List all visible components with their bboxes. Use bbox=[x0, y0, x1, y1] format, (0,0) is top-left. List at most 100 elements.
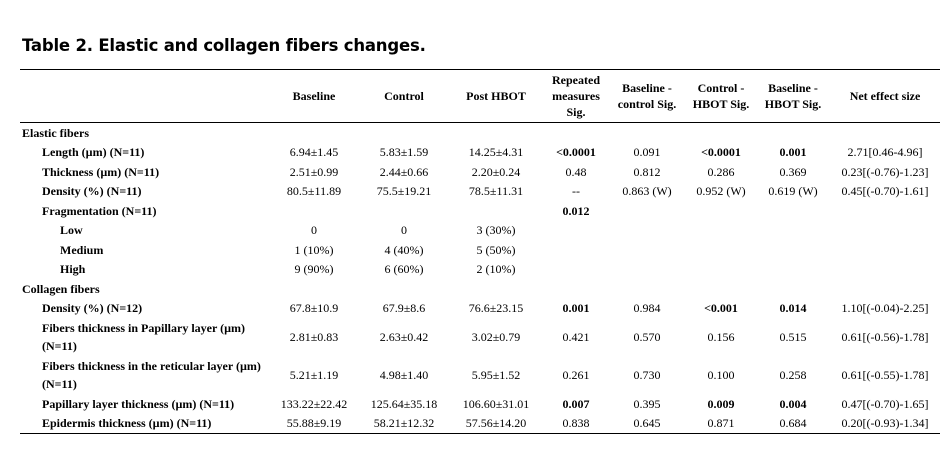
cell: 76.6±23.15 bbox=[468, 301, 524, 316]
cell: 0.014 bbox=[779, 301, 807, 316]
cell: 0.984 bbox=[633, 301, 661, 316]
cell bbox=[830, 201, 940, 221]
cell: -- bbox=[572, 184, 580, 199]
table-row: High 9 (90%) 6 (60%) 2 (10%) bbox=[20, 260, 940, 280]
cell bbox=[608, 201, 686, 221]
cell: 0.838 bbox=[562, 416, 590, 431]
cell: 55.88±9.19 bbox=[286, 416, 342, 431]
header-net-effect: Net effect size bbox=[849, 89, 921, 103]
cell: 0.012 bbox=[562, 203, 590, 218]
cell: 5.21±1.19 bbox=[289, 368, 339, 382]
cell: 2.20±0.24 bbox=[471, 164, 521, 179]
cell: 0.61[(-0.55)-1.78] bbox=[841, 368, 929, 382]
cell: 0.47[(-0.70)-1.65] bbox=[841, 396, 929, 411]
table-row: Epidermis thickness (µm) (N=11) 55.88±9.… bbox=[20, 414, 940, 434]
cell: 0.100 bbox=[707, 368, 735, 382]
cell: 0.001 bbox=[779, 145, 807, 160]
cell: 9 (90%) bbox=[294, 262, 334, 277]
cell bbox=[360, 201, 448, 221]
header-repeated-measures: Repeated measures Sig. bbox=[552, 73, 600, 119]
section-label: Collagen fibers bbox=[22, 281, 100, 296]
row-label: Epidermis thickness (µm) (N=11) bbox=[42, 416, 212, 431]
section-label: Elastic fibers bbox=[22, 125, 89, 140]
row-label: Fibers thickness in the reticular layer … bbox=[42, 359, 261, 391]
row-label: Fibers thickness in Papillary layer (µm)… bbox=[42, 321, 246, 353]
section-row-elastic: Elastic fibers bbox=[20, 123, 940, 143]
cell: 0.730 bbox=[633, 368, 661, 382]
cell bbox=[268, 201, 360, 221]
header-empty bbox=[20, 70, 268, 123]
cell: 67.9±8.6 bbox=[382, 301, 426, 316]
header-control-hbot: Control - HBOT Sig. bbox=[692, 81, 750, 111]
cell: 0.261 bbox=[562, 368, 590, 382]
table-row: Papillary layer thickness (µm) (N=11) 13… bbox=[20, 394, 940, 414]
cell: 3 (30%) bbox=[476, 223, 516, 238]
cell: 0.61[(-0.56)-1.78] bbox=[841, 330, 929, 344]
cell: 0.20[(-0.93)-1.34] bbox=[841, 416, 929, 431]
header-baseline: Baseline bbox=[292, 89, 336, 103]
table-row: Thickness (µm) (N=11) 2.51±0.99 2.44±0.6… bbox=[20, 162, 940, 182]
cell: 2.71[0.46-4.96] bbox=[847, 145, 923, 160]
table-row: Fibers thickness in Papillary layer (µm)… bbox=[20, 318, 940, 356]
cell: 0.258 bbox=[779, 368, 807, 382]
cell: 1.10[(-0.04)-2.25] bbox=[841, 301, 929, 316]
cell: 0.45[(-0.70)-1.61] bbox=[841, 184, 929, 199]
row-label: Fragmentation (N=11) bbox=[42, 203, 157, 218]
header-row: Baseline Control Post HBOT Repeated meas… bbox=[20, 69, 940, 123]
cell: 2.51±0.99 bbox=[289, 164, 339, 179]
table-row: Medium 1 (10%) 4 (40%) 5 (50%) bbox=[20, 240, 940, 260]
cell: 4.98±1.40 bbox=[379, 368, 429, 382]
cell: 80.5±11.89 bbox=[286, 184, 342, 199]
cell: 3.02±0.79 bbox=[471, 330, 521, 344]
cell: 2.44±0.66 bbox=[379, 164, 429, 179]
cell: 57.56±14.20 bbox=[465, 416, 527, 431]
cell: 5.95±1.52 bbox=[471, 368, 521, 382]
cell: 0.395 bbox=[633, 396, 661, 411]
table-row: Density (%) (N=12) 67.8±10.9 67.9±8.6 76… bbox=[20, 299, 940, 319]
cell: 58.21±12.32 bbox=[373, 416, 435, 431]
cell: 0 bbox=[401, 223, 407, 238]
cell: <0.0001 bbox=[701, 145, 741, 160]
cell: 0.091 bbox=[633, 145, 661, 160]
row-label: Length (µm) (N=11) bbox=[42, 145, 145, 160]
cell: 106.60±31.01 bbox=[462, 396, 530, 411]
cell: 75.5±19.21 bbox=[376, 184, 432, 199]
cell: 6.94±1.45 bbox=[289, 145, 339, 160]
cell: 2.81±0.83 bbox=[289, 330, 339, 344]
row-label: High bbox=[60, 262, 86, 277]
cell: 0.863 (W) bbox=[622, 184, 672, 199]
row-label: Density (%) (N=12) bbox=[42, 301, 143, 316]
section-row-collagen: Collagen fibers bbox=[20, 279, 940, 299]
cell: 0.23[(-0.76)-1.23] bbox=[841, 164, 929, 179]
cell: 67.8±10.9 bbox=[289, 301, 339, 316]
cell: 0.812 bbox=[633, 164, 661, 179]
cell: 0.009 bbox=[707, 396, 735, 411]
cell: <0.0001 bbox=[556, 145, 596, 160]
header-baseline-control: Baseline - control Sig. bbox=[617, 81, 677, 111]
cell: 0.48 bbox=[565, 164, 587, 179]
table-row: Length (µm) (N=11) 6.94±1.45 5.83±1.59 1… bbox=[20, 143, 940, 163]
header-post-hbot: Post HBOT bbox=[466, 89, 526, 103]
cell: 0.156 bbox=[707, 330, 735, 344]
cell: 0.871 bbox=[707, 416, 735, 431]
table-title: Table 2. Elastic and collagen fibers cha… bbox=[22, 36, 426, 55]
cell: 1 (10%) bbox=[294, 242, 334, 257]
table-row: Fragmentation (N=11) 0.012 bbox=[20, 201, 940, 221]
cell: 0.515 bbox=[779, 330, 807, 344]
header-baseline-hbot: Baseline - HBOT Sig. bbox=[764, 81, 822, 111]
cell: 133.22±22.42 bbox=[280, 396, 348, 411]
row-label: Thickness (µm) (N=11) bbox=[42, 164, 160, 179]
cell: 0.684 bbox=[779, 416, 807, 431]
cell: 0.570 bbox=[633, 330, 661, 344]
cell bbox=[756, 201, 830, 221]
cell: 0.001 bbox=[562, 301, 590, 316]
cell: 0.645 bbox=[633, 416, 661, 431]
table-row: Fibers thickness in the reticular layer … bbox=[20, 356, 940, 394]
header-control: Control bbox=[384, 89, 424, 103]
cell: 0.952 (W) bbox=[696, 184, 746, 199]
cell: 14.25±4.31 bbox=[468, 145, 524, 160]
cell: 0.286 bbox=[707, 164, 735, 179]
data-table: Baseline Control Post HBOT Repeated meas… bbox=[20, 69, 940, 434]
cell: 0 bbox=[311, 223, 317, 238]
table-row: Low 0 0 3 (30%) bbox=[20, 221, 940, 241]
